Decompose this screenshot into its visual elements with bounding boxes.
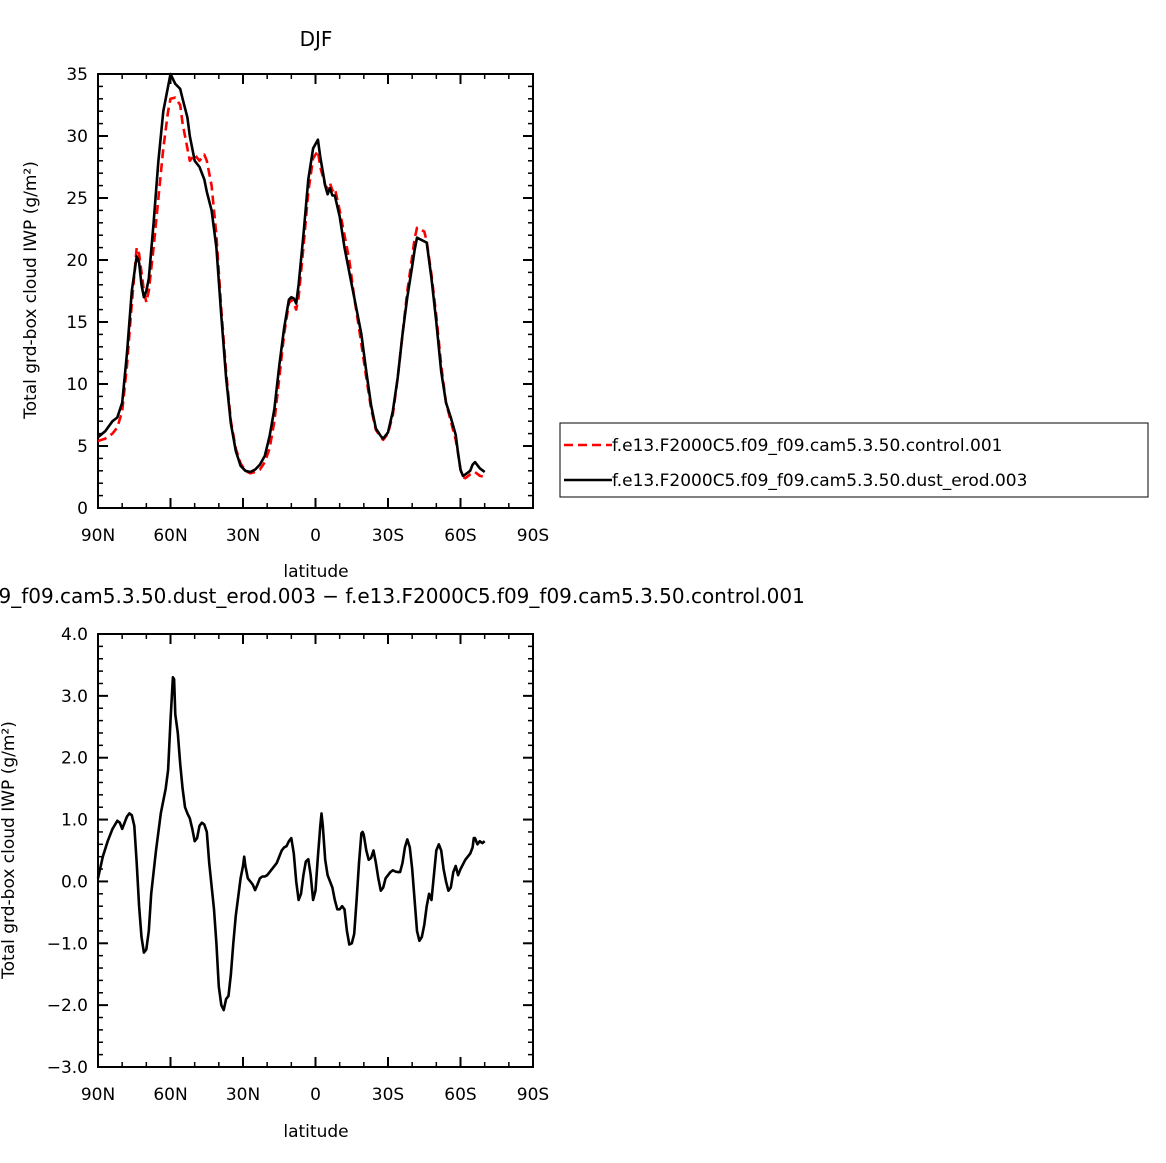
bottom-y-tick-label: 3.0 — [61, 687, 88, 707]
top-x-axis-label: latitude — [283, 562, 348, 582]
bottom-plot-frame — [97, 633, 534, 1068]
top-y-tick-label: 35 — [66, 65, 88, 85]
top-y-tick-label: 5 — [77, 437, 88, 457]
bottom-y-tick-label: 2.0 — [61, 749, 88, 769]
bottom-series-group — [96, 676, 486, 1012]
top-x-tick-label: 30N — [226, 526, 260, 546]
bottom-axes: 90N 60N 30N 0 30S 60S 90S −3.0 −2.0 −1.0 0.0 1.0 2.0… — [47, 625, 550, 1105]
top-x-tick-label: 30S — [372, 526, 404, 546]
bottom-series-line-0 — [96, 676, 486, 1012]
bottom-y-tick-label: −2.0 — [47, 996, 88, 1016]
top-x-tick-label: 0 — [310, 526, 321, 546]
bottom-panel: f.e13.F2000C5.f09_f09.cam5.3.50.dust_ero… — [0, 584, 805, 1142]
bottom-x-axis-label: latitude — [283, 1122, 348, 1142]
bottom-plot-title: f.e13.F2000C5.f09_f09.cam5.3.50.dust_ero… — [0, 584, 805, 608]
top-y-tick-label: 15 — [66, 313, 88, 333]
top-x-tick-label: 90N — [81, 526, 115, 546]
legend-label-dust-erod: f.e13.F2000C5.f09_f09.cam5.3.50.dust_ero… — [612, 471, 1027, 491]
top-plot-title: DJF — [300, 27, 333, 51]
legend-label-control: f.e13.F2000C5.f09_f09.cam5.3.50.control.… — [612, 436, 1003, 456]
top-y-axis-label: Total grd-box cloud IWP (g/m²) — [21, 161, 41, 420]
top-y-tick-label: 20 — [66, 251, 88, 271]
top-x-tick-label: 90S — [517, 526, 549, 546]
bottom-y-tick-label: −3.0 — [47, 1058, 88, 1078]
bottom-x-tick-label: 60N — [153, 1085, 187, 1105]
top-series-line-1 — [97, 72, 486, 478]
top-series-line-0 — [97, 96, 486, 480]
top-y-tick-label: 30 — [66, 127, 88, 147]
bottom-y-tick-label: 1.0 — [61, 811, 88, 831]
top-axes: 90N 60N 30N 0 30S 60S 90S 0 5 10 15 20 25 30 35 — [66, 65, 549, 546]
bottom-y-axis-label: Total grd-box cloud IWP (g/m²) — [0, 721, 19, 980]
bottom-y-tick-label: 0.0 — [61, 872, 88, 892]
top-x-tick-label: 60S — [444, 526, 476, 546]
top-y-tick-label: 25 — [66, 189, 88, 209]
bottom-y-tick-label: 4.0 — [61, 625, 88, 645]
bottom-x-tick-label: 60S — [444, 1085, 476, 1105]
bottom-x-tick-label: 90S — [517, 1085, 549, 1105]
legend: f.e13.F2000C5.f09_f09.cam5.3.50.control.… — [559, 422, 1149, 498]
top-x-tick-label: 60N — [153, 526, 187, 546]
top-panel: DJF 90N 60N 30N 0 30S 60S 90S 0 5 10 15 20 25 30 35 la… — [21, 27, 1149, 582]
legend-box — [559, 422, 1149, 498]
bottom-y-tick-label: −1.0 — [47, 934, 88, 954]
top-y-tick-label: 10 — [66, 375, 88, 395]
top-series-group — [97, 72, 486, 480]
bottom-x-tick-label: 0 — [310, 1085, 321, 1105]
bottom-x-tick-label: 30N — [226, 1085, 260, 1105]
top-y-tick-label: 0 — [77, 499, 88, 519]
bottom-x-tick-label: 30S — [372, 1085, 404, 1105]
bottom-x-tick-label: 90N — [81, 1085, 115, 1105]
